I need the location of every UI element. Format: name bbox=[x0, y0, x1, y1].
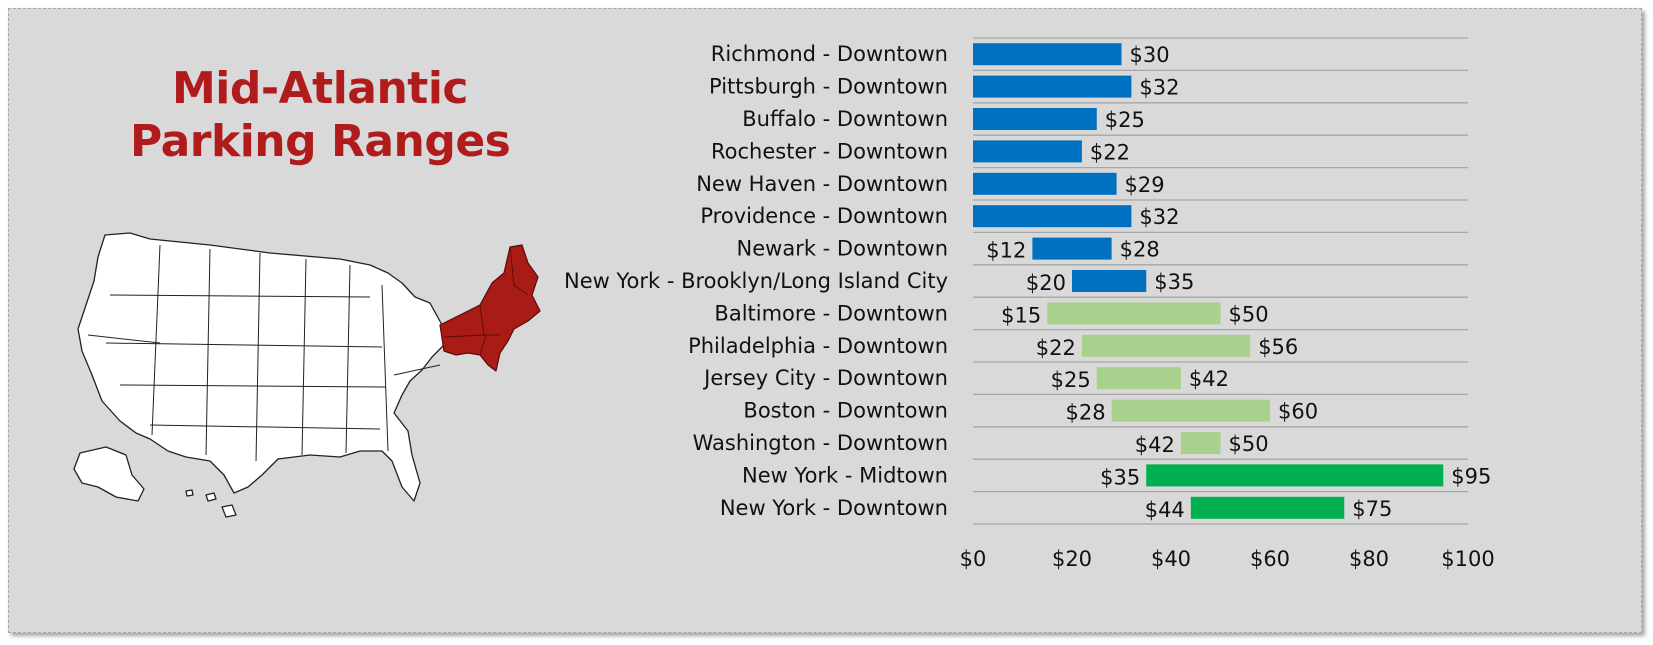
x-tick-label: $20 bbox=[1052, 547, 1092, 571]
high-value-label: $42 bbox=[1189, 367, 1229, 391]
range-bar bbox=[1072, 270, 1147, 292]
range-bar bbox=[1032, 237, 1112, 260]
range-bar bbox=[1180, 432, 1221, 454]
low-value-label: $35 bbox=[1100, 465, 1140, 489]
x-tick-label: $0 bbox=[960, 547, 987, 571]
range-bar bbox=[973, 172, 1117, 195]
category-label: Philadelphia - Downtown bbox=[688, 334, 948, 358]
category-label: Baltimore - Downtown bbox=[714, 301, 948, 325]
category-label: Buffalo - Downtown bbox=[742, 107, 948, 131]
us-mainland-shape bbox=[77, 232, 451, 502]
high-value-label: $28 bbox=[1120, 238, 1160, 262]
range-bar bbox=[1047, 302, 1221, 325]
category-label: Jersey City - Downtown bbox=[702, 366, 948, 390]
northeast-highlight bbox=[439, 244, 541, 372]
high-value-label: $22 bbox=[1090, 140, 1130, 164]
high-value-label: $30 bbox=[1130, 43, 1170, 67]
category-label: Washington - Downtown bbox=[693, 431, 948, 455]
low-value-label: $20 bbox=[1026, 271, 1066, 295]
high-value-label: $32 bbox=[1139, 205, 1179, 229]
category-label: Boston - Downtown bbox=[743, 399, 948, 423]
category-label: New York - Downtown bbox=[720, 496, 948, 520]
high-value-label: $29 bbox=[1125, 173, 1165, 197]
category-label: Newark - Downtown bbox=[737, 237, 948, 261]
category-label: New York - Midtown bbox=[742, 463, 948, 487]
low-value-label: $44 bbox=[1145, 498, 1185, 522]
high-value-label: $25 bbox=[1105, 108, 1145, 132]
category-label: Richmond - Downtown bbox=[711, 42, 948, 66]
category-label: Rochester - Downtown bbox=[711, 139, 948, 163]
range-bar bbox=[1146, 464, 1444, 487]
low-value-label: $42 bbox=[1135, 433, 1175, 457]
low-value-label: $15 bbox=[1001, 303, 1041, 327]
category-label: New Haven - Downtown bbox=[696, 172, 948, 196]
range-bar bbox=[1190, 496, 1345, 519]
high-value-label: $75 bbox=[1352, 497, 1392, 521]
chart-title-line-2: Parking Ranges bbox=[130, 116, 511, 167]
high-value-label: $32 bbox=[1139, 76, 1179, 100]
range-bar bbox=[1111, 399, 1270, 422]
high-value-label: $50 bbox=[1229, 432, 1269, 456]
category-label: Providence - Downtown bbox=[700, 204, 948, 228]
range-bar bbox=[973, 75, 1132, 98]
high-value-label: $35 bbox=[1154, 270, 1194, 294]
range-bar bbox=[1081, 334, 1251, 357]
us-map-icon bbox=[73, 232, 541, 518]
range-bar bbox=[1096, 367, 1181, 390]
low-value-label: $22 bbox=[1036, 336, 1076, 360]
range-bar bbox=[973, 205, 1132, 228]
high-value-label: $95 bbox=[1451, 464, 1491, 488]
low-value-label: $28 bbox=[1066, 401, 1106, 425]
chart-title-line-1: Mid-Atlantic bbox=[171, 63, 469, 114]
range-bar bbox=[973, 140, 1082, 163]
x-tick-label: $60 bbox=[1250, 547, 1290, 571]
high-value-label: $50 bbox=[1229, 302, 1269, 326]
low-value-label: $12 bbox=[986, 239, 1026, 263]
x-tick-label: $40 bbox=[1151, 547, 1191, 571]
hawaii-shape bbox=[205, 492, 217, 502]
high-value-label: $60 bbox=[1278, 400, 1318, 424]
chart-title: Mid-Atlantic Parking Ranges bbox=[130, 62, 511, 168]
x-tick-label: $80 bbox=[1349, 547, 1389, 571]
alaska-shape bbox=[73, 446, 145, 502]
high-value-label: $56 bbox=[1258, 335, 1298, 359]
range-bar bbox=[973, 108, 1097, 130]
x-tick-label: $100 bbox=[1441, 547, 1494, 571]
low-value-label: $25 bbox=[1051, 368, 1091, 392]
category-label: Pittsburgh - Downtown bbox=[709, 75, 948, 99]
category-label: New York - Brooklyn/Long Island City bbox=[564, 269, 948, 293]
range-bar bbox=[973, 43, 1122, 66]
